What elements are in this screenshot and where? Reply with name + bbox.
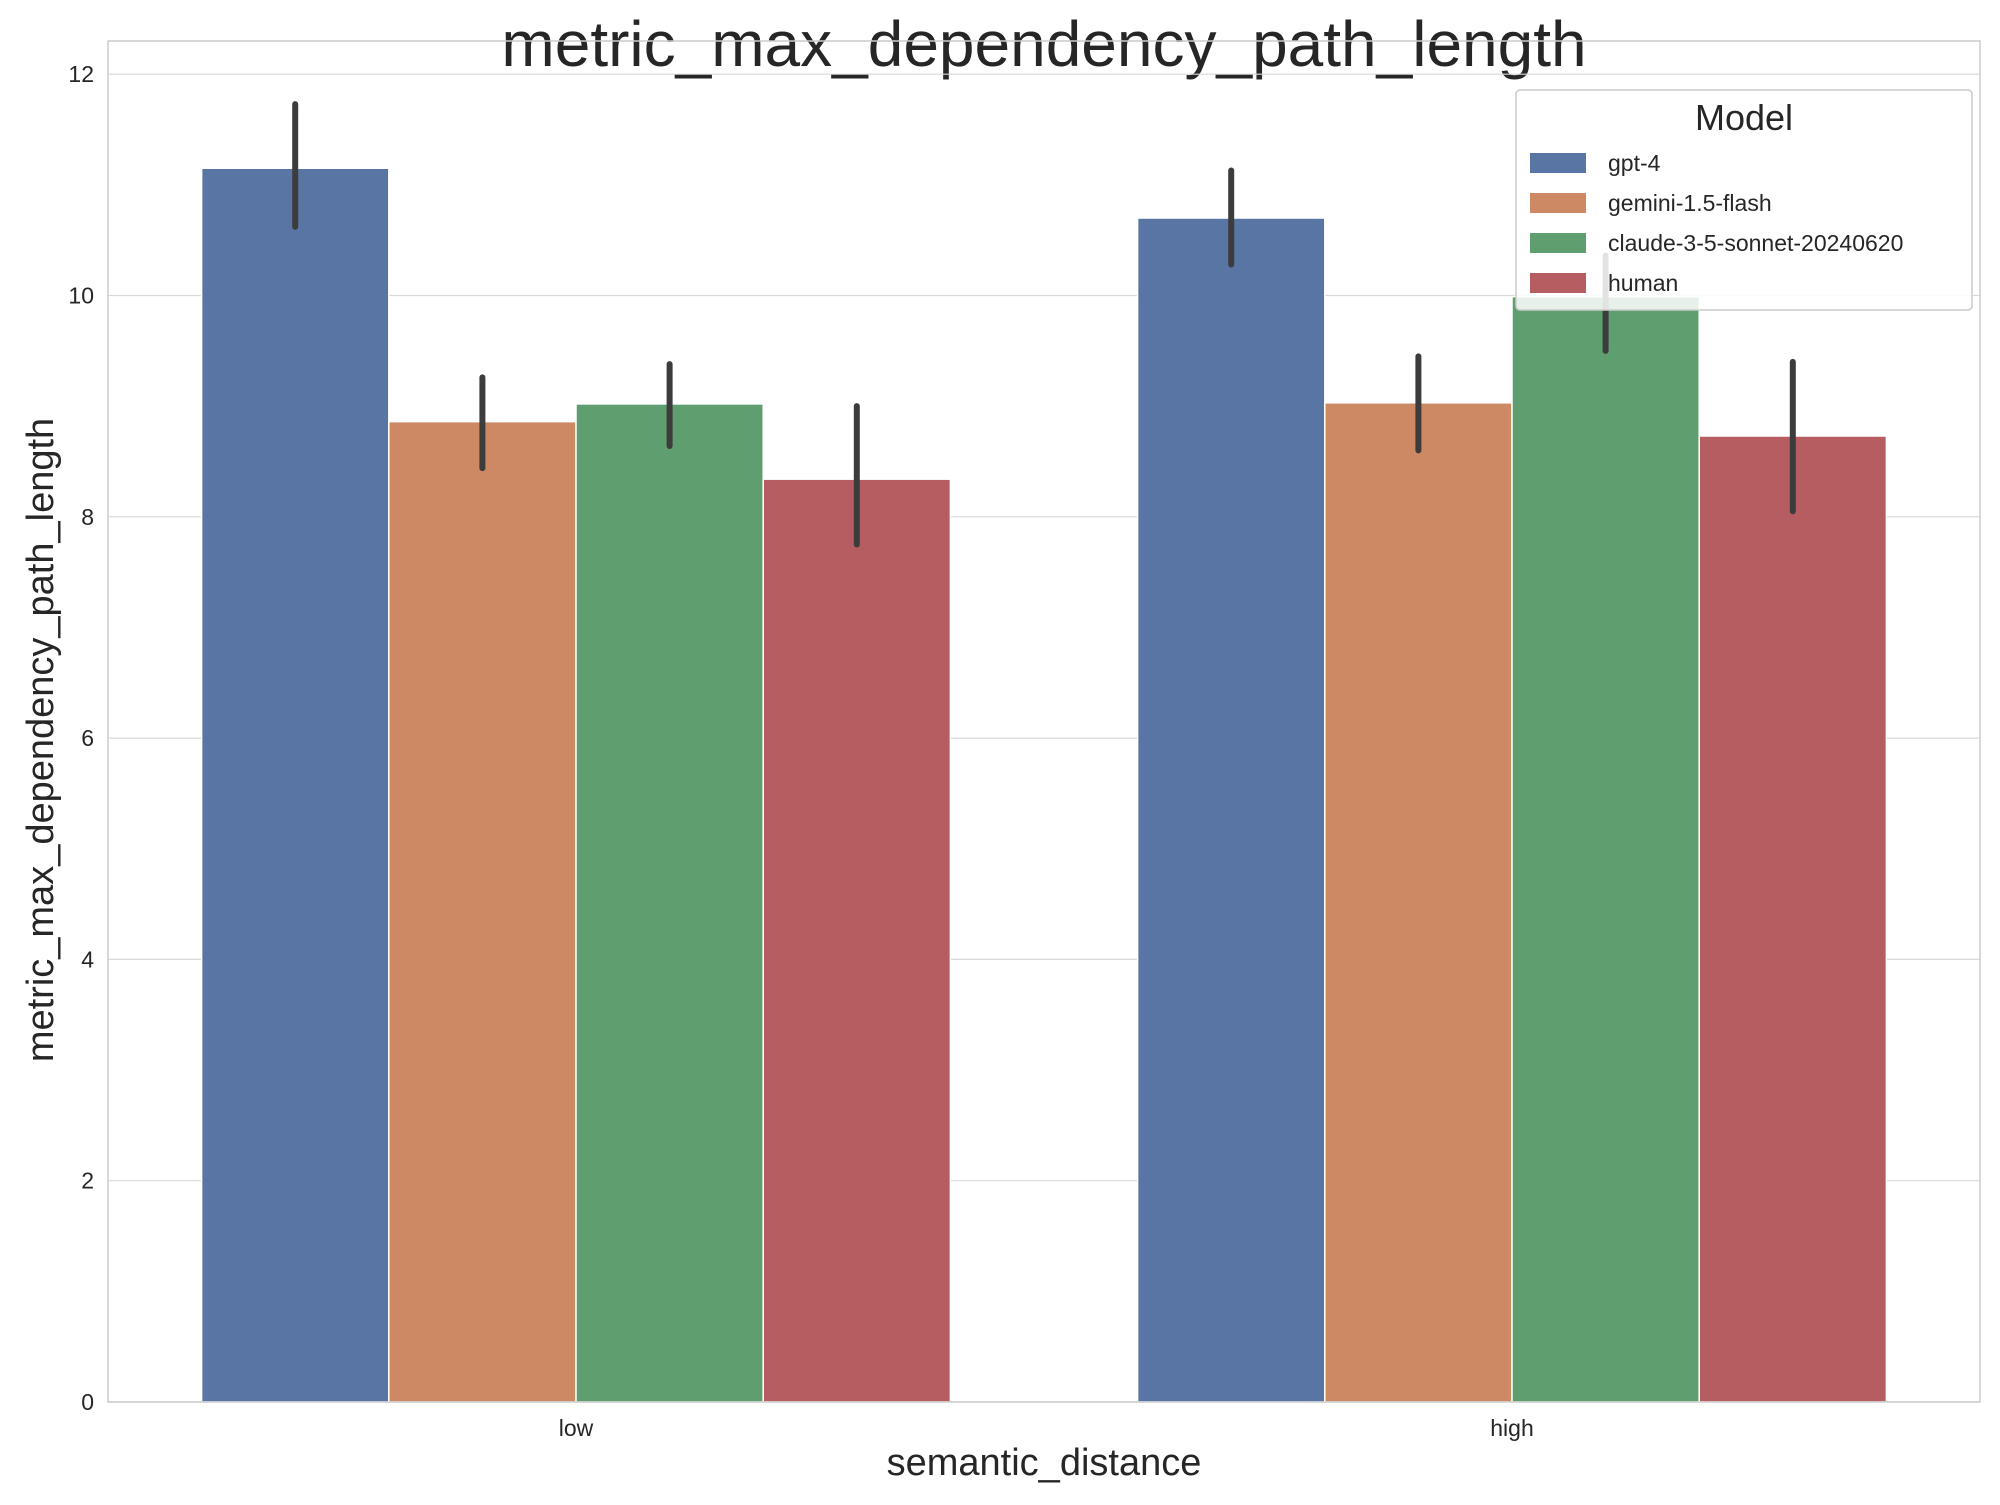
bar-human-low (762, 478, 952, 1403)
legend-swatch-claude-3-5-sonnet-20240620 (1530, 233, 1586, 253)
legend-title: Model (1695, 97, 1793, 138)
y-tick-label: 0 (81, 1389, 94, 1415)
y-axis-title: metric_max_dependency_path_length (20, 418, 62, 1062)
legend-items: gpt-4 gemini-1.5-flash claude-3-5-sonnet-2… (1530, 150, 1903, 296)
legend: Model gpt-4 gemini-1.5-flash claude-3-5-so… (1515, 89, 1973, 311)
legend-label-human: human (1608, 270, 1678, 296)
bar-gemini-1.5-flash-low (388, 420, 577, 1403)
y-tick-label: 8 (81, 504, 94, 530)
bar-human-high (1698, 435, 1888, 1403)
legend-label-gemini-1.5-flash: gemini-1.5-flash (1608, 190, 1772, 216)
bar-gemini-1.5-flash-high (1324, 402, 1513, 1403)
bar-claude-3-5-sonnet-20240620-low (575, 403, 764, 1403)
plot-frame (107, 40, 1981, 1403)
bars (200, 167, 1888, 1403)
y-tick-label: 4 (81, 946, 94, 972)
legend-swatch-gemini-1.5-flash (1530, 193, 1586, 213)
y-tick-label: 10 (68, 282, 94, 308)
bar-claude-3-5-sonnet-20240620-high (1511, 295, 1700, 1403)
x-tick-label: high (1490, 1415, 1533, 1441)
legend-swatch-gpt-4 (1530, 153, 1586, 173)
legend-label-gpt-4: gpt-4 (1608, 150, 1661, 176)
legend-box (1515, 89, 1973, 311)
y-tick-label: 6 (81, 725, 94, 751)
chart-title: metric_max_dependency_path_length (501, 8, 1586, 80)
bar-gpt-4-low (200, 167, 390, 1403)
x-tick-label: low (559, 1415, 594, 1441)
x-axis-ticks: low high (559, 1415, 1534, 1441)
y-tick-label: 2 (81, 1168, 94, 1194)
legend-label-claude-3-5-sonnet-20240620: claude-3-5-sonnet-20240620 (1608, 230, 1903, 256)
bar-gpt-4-high (1136, 217, 1326, 1403)
y-tick-label: 12 (68, 61, 94, 87)
y-axis-ticks: 0 2 4 6 8 10 12 (68, 61, 94, 1415)
x-axis-title: semantic_distance (887, 1442, 1202, 1484)
legend-swatch-human (1530, 273, 1586, 293)
